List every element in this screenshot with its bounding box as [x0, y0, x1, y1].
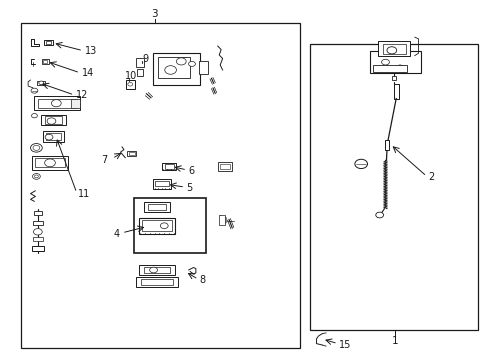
Text: 11: 11 [78, 189, 90, 199]
Circle shape [33, 229, 42, 235]
Bar [142, 220, 171, 231]
Bar [199, 61, 207, 74]
Circle shape [396, 65, 403, 70]
Bar [139, 219, 175, 234]
Circle shape [176, 58, 186, 65]
Bar [147, 203, 166, 210]
Text: 3: 3 [151, 9, 158, 19]
Text: 7: 7 [101, 155, 107, 165]
Circle shape [39, 81, 43, 85]
Circle shape [127, 82, 132, 86]
Bar [378, 41, 409, 56]
Circle shape [51, 100, 61, 107]
Circle shape [32, 174, 40, 179]
Text: 13: 13 [85, 46, 97, 56]
Circle shape [160, 223, 168, 229]
Text: 14: 14 [82, 68, 94, 78]
Bar [136, 69, 143, 76]
Bar [45, 116, 62, 123]
Bar [136, 277, 177, 287]
Bar [164, 164, 173, 169]
Bar [139, 265, 175, 275]
Text: 5: 5 [186, 183, 192, 193]
Bar [143, 267, 170, 273]
Circle shape [31, 88, 38, 93]
Circle shape [34, 175, 38, 178]
Bar [393, 84, 398, 99]
Circle shape [30, 144, 42, 152]
Bar [162, 163, 176, 170]
Bar [218, 215, 224, 225]
Circle shape [45, 134, 53, 140]
Bar [158, 57, 189, 78]
Bar [21, 23, 300, 348]
Text: 8: 8 [200, 275, 205, 285]
Bar [38, 99, 77, 108]
Circle shape [354, 159, 367, 168]
Bar [32, 156, 68, 170]
Bar [152, 179, 171, 189]
Bar [42, 131, 64, 142]
Text: 10: 10 [125, 71, 137, 81]
Circle shape [31, 113, 37, 118]
Bar [372, 65, 407, 72]
Bar [217, 162, 232, 171]
Circle shape [44, 159, 55, 167]
Circle shape [33, 145, 40, 150]
Bar [32, 221, 43, 225]
Text: 4: 4 [113, 229, 119, 239]
Bar [71, 99, 80, 108]
Circle shape [47, 118, 56, 124]
Bar [143, 202, 170, 212]
Text: 12: 12 [76, 90, 88, 100]
Bar [125, 80, 134, 89]
Bar [34, 96, 80, 110]
Bar [155, 181, 168, 186]
Bar [32, 246, 43, 251]
Circle shape [386, 47, 396, 54]
Bar [37, 81, 45, 85]
Bar [43, 60, 47, 63]
Bar [33, 237, 42, 241]
Bar [128, 152, 134, 155]
Bar [44, 40, 53, 45]
Bar [46, 133, 61, 140]
Bar [136, 58, 143, 67]
Bar [220, 164, 229, 169]
Bar [141, 279, 172, 285]
Bar [382, 44, 405, 54]
Circle shape [188, 62, 195, 66]
Text: 1: 1 [391, 337, 398, 346]
Text: 2: 2 [427, 172, 434, 183]
Bar [35, 158, 64, 167]
Bar [127, 151, 136, 156]
Bar [153, 53, 199, 85]
Bar [34, 211, 41, 215]
Bar [384, 140, 388, 150]
Text: 15: 15 [339, 340, 351, 350]
Circle shape [381, 59, 388, 65]
Circle shape [149, 267, 157, 273]
Bar [133, 198, 205, 253]
Bar [309, 44, 477, 330]
Bar [369, 51, 420, 73]
Bar [46, 41, 51, 44]
Bar [391, 76, 395, 80]
Circle shape [375, 212, 383, 218]
Text: 6: 6 [188, 166, 194, 176]
Bar [41, 114, 65, 125]
Circle shape [164, 66, 176, 74]
Bar [41, 59, 48, 64]
Text: 9: 9 [142, 54, 148, 64]
